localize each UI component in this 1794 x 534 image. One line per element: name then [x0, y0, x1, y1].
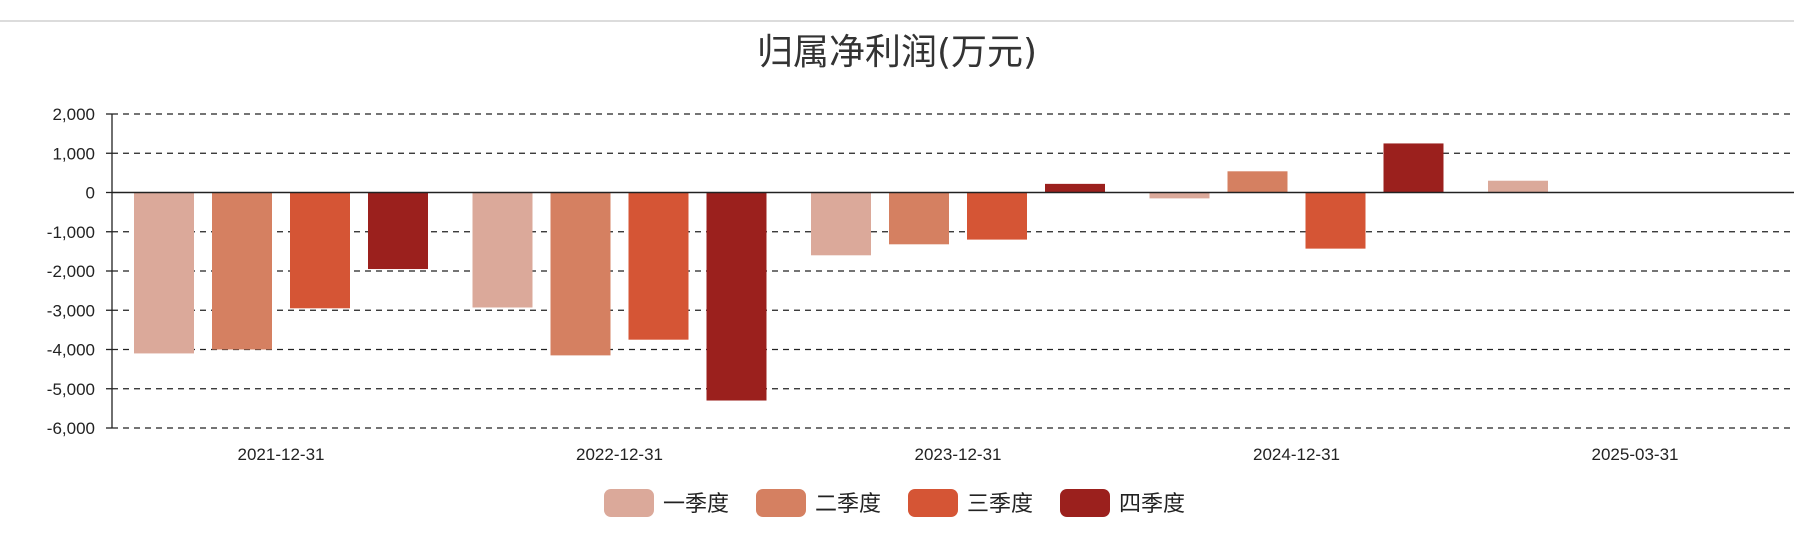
y-tick-label: 0 — [86, 184, 95, 203]
bar[interactable] — [368, 192, 428, 270]
top-divider — [0, 20, 1794, 22]
y-tick-label: -1,000 — [47, 223, 95, 242]
bar[interactable] — [628, 192, 689, 340]
x-axis-ticks: 2021-12-31 2022-12-31 2023-12-31 2024-12-31… — [238, 445, 1679, 464]
x-tick-label: 2021-12-31 — [238, 445, 325, 464]
gridlines — [111, 113, 1794, 429]
legend-label: 二季度 — [815, 492, 881, 517]
legend[interactable]: 一季度 二季度 三季度 四季度 — [604, 489, 1185, 517]
x-tick-label: 2025-03-31 — [1592, 445, 1679, 464]
legend-swatch — [756, 489, 806, 517]
bar[interactable] — [889, 192, 949, 245]
bar[interactable] — [1227, 171, 1288, 193]
legend-item[interactable]: 二季度 — [756, 489, 881, 517]
bar[interactable] — [1305, 192, 1366, 249]
bar[interactable] — [1488, 180, 1548, 193]
legend-label: 三季度 — [967, 492, 1033, 517]
y-tick-label: -6,000 — [47, 419, 95, 438]
bar[interactable] — [811, 192, 871, 256]
legend-swatch — [604, 489, 654, 517]
bar[interactable] — [1045, 183, 1105, 193]
legend-item[interactable]: 一季度 — [604, 489, 729, 517]
legend-label: 四季度 — [1119, 492, 1185, 517]
bar[interactable] — [706, 192, 767, 401]
x-tick-label: 2024-12-31 — [1253, 445, 1340, 464]
y-tick-label: -5,000 — [47, 380, 95, 399]
bar[interactable] — [472, 192, 533, 308]
y-tick-label: -3,000 — [47, 301, 95, 320]
y-axis-ticks: 2,000 1,000 0 -1,000 -2,000 -3,000 -4,000 -5,00… — [47, 105, 112, 438]
y-tick-label: -2,000 — [47, 262, 95, 281]
bar[interactable] — [1149, 192, 1210, 199]
legend-item[interactable]: 四季度 — [1060, 489, 1185, 517]
bar[interactable] — [550, 192, 611, 356]
bar[interactable] — [212, 192, 272, 350]
legend-label: 一季度 — [663, 492, 729, 517]
bar[interactable] — [290, 192, 350, 309]
bar[interactable] — [1383, 143, 1444, 193]
y-tick-label: -4,000 — [47, 341, 95, 360]
legend-swatch — [908, 489, 958, 517]
y-tick-label: 1,000 — [52, 144, 95, 163]
x-tick-label: 2022-12-31 — [576, 445, 663, 464]
x-tick-label: 2023-12-31 — [915, 445, 1002, 464]
legend-item[interactable]: 三季度 — [908, 489, 1033, 517]
bar[interactable] — [967, 192, 1027, 240]
chart-title: 归属净利润(万元) — [757, 32, 1037, 73]
y-tick-label: 2,000 — [52, 105, 95, 124]
legend-swatch — [1060, 489, 1110, 517]
bars — [112, 143, 1794, 401]
bar[interactable] — [134, 192, 194, 354]
